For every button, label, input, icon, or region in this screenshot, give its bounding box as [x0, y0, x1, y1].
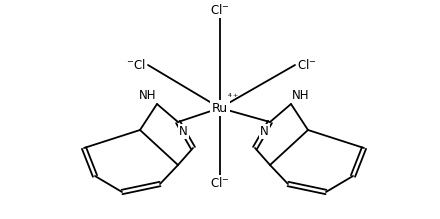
Text: N: N	[260, 125, 269, 138]
Text: N: N	[179, 125, 188, 138]
Text: Cl$^{-}$: Cl$^{-}$	[297, 58, 317, 72]
Text: NH: NH	[139, 89, 156, 102]
Text: NH: NH	[292, 89, 309, 102]
Text: Ru: Ru	[212, 101, 228, 115]
Text: Cl$^{-}$: Cl$^{-}$	[210, 3, 230, 17]
Text: $^{-}$Cl: $^{-}$Cl	[126, 58, 146, 72]
Text: Cl$^{-}$: Cl$^{-}$	[210, 176, 230, 190]
Text: $^{4+}$: $^{4+}$	[227, 93, 239, 102]
